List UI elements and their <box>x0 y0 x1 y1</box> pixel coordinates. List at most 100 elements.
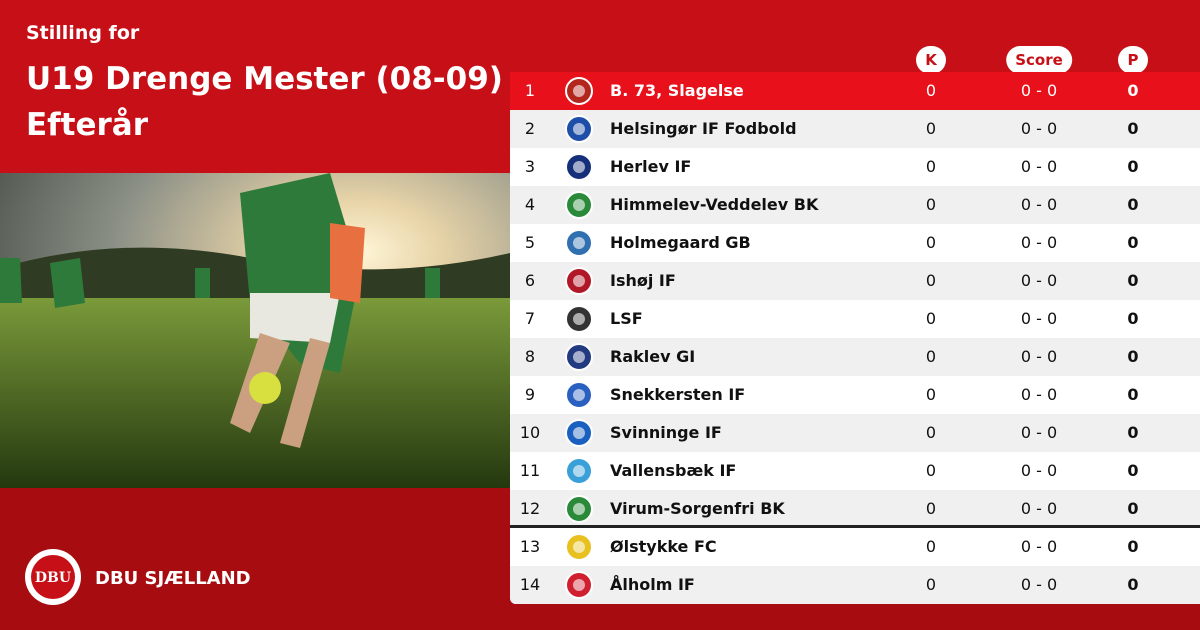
team-name: Svinninge IF <box>610 423 722 442</box>
table-row: 10 Svinninge IF 0 0 - 0 0 <box>510 414 1200 452</box>
table-row: 9 Snekkersten IF 0 0 - 0 0 <box>510 376 1200 414</box>
games: 0 <box>925 575 937 594</box>
table-row: 8 Raklev GI 0 0 - 0 0 <box>510 338 1200 376</box>
column-header: K <box>916 46 946 74</box>
rank: 7 <box>524 309 536 328</box>
team-name: Virum-Sorgenfri BK <box>610 499 785 518</box>
games: 0 <box>925 385 937 404</box>
team-badge <box>565 77 593 105</box>
rank: 2 <box>524 119 536 138</box>
score: 0 - 0 <box>1020 347 1058 366</box>
team-badge <box>565 115 593 143</box>
rank: 4 <box>524 195 536 214</box>
team-badge <box>565 457 593 485</box>
points: 0 <box>1127 461 1139 480</box>
team-name: Ølstykke FC <box>610 537 717 556</box>
score: 0 - 0 <box>1020 81 1058 100</box>
table-row: 6 Ishøj IF 0 0 - 0 0 <box>510 262 1200 300</box>
points: 0 <box>1127 499 1139 518</box>
points: 0 <box>1127 81 1139 100</box>
team-name: Snekkersten IF <box>610 385 746 404</box>
table-row: 14 Ålholm IF 0 0 - 0 0 <box>510 566 1200 604</box>
games: 0 <box>925 537 937 556</box>
points: 0 <box>1127 347 1139 366</box>
team-badge <box>565 381 593 409</box>
team-badge <box>565 153 593 181</box>
rank: 1 <box>524 81 536 100</box>
rank: 8 <box>524 347 536 366</box>
title-line: Efterår <box>26 107 149 143</box>
score: 0 - 0 <box>1020 499 1058 518</box>
team-name: LSF <box>610 309 643 328</box>
team-badge <box>565 343 593 371</box>
score: 0 - 0 <box>1020 575 1058 594</box>
team-badge <box>565 533 593 561</box>
team-badge <box>565 267 593 295</box>
points: 0 <box>1127 575 1139 594</box>
score: 0 - 0 <box>1020 537 1058 556</box>
score: 0 - 0 <box>1020 423 1058 442</box>
table-row: 2 Helsingør IF Fodbold 0 0 - 0 0 <box>510 110 1200 148</box>
points: 0 <box>1127 233 1139 252</box>
kicker: Stilling for <box>26 22 140 44</box>
points: 0 <box>1127 157 1139 176</box>
brand: DBU SJÆLLAND <box>95 568 251 589</box>
points: 0 <box>1127 537 1139 556</box>
team-badge <box>565 571 593 599</box>
standings-table: 1 B. 73, Slagelse 0 0 - 0 0 2 Helsingør IF Fod… <box>510 72 1200 604</box>
points: 0 <box>1127 119 1139 138</box>
rank: 10 <box>519 423 541 442</box>
rank: 12 <box>519 499 541 518</box>
games: 0 <box>925 347 937 366</box>
title: U19 Drenge Mester (08-09) Efterår <box>26 56 503 148</box>
score: 0 - 0 <box>1020 309 1058 328</box>
table-row: 3 Herlev IF 0 0 - 0 0 <box>510 148 1200 186</box>
table-row: 4 Himmelev-Veddelev BK 0 0 - 0 0 <box>510 186 1200 224</box>
team-name: Vallensbæk IF <box>610 461 737 480</box>
games: 0 <box>925 233 937 252</box>
team-name: Ålholm IF <box>610 575 695 594</box>
games: 0 <box>925 423 937 442</box>
points: 0 <box>1127 309 1139 328</box>
games: 0 <box>925 157 937 176</box>
rank: 14 <box>519 575 541 594</box>
points: 0 <box>1127 385 1139 404</box>
rank: 11 <box>519 461 541 480</box>
table-row: 5 Holmegaard GB 0 0 - 0 0 <box>510 224 1200 262</box>
table-row: 1 B. 73, Slagelse 0 0 - 0 0 <box>510 72 1200 110</box>
rank: 13 <box>519 537 541 556</box>
photo <box>0 173 510 488</box>
points: 0 <box>1127 195 1139 214</box>
team-name: Holmegaard GB <box>610 233 751 252</box>
score: 0 - 0 <box>1020 271 1058 290</box>
rank: 3 <box>524 157 536 176</box>
logo-text: DBU <box>35 570 71 586</box>
games: 0 <box>925 119 937 138</box>
column-header: P <box>1118 46 1148 74</box>
team-name: Helsingør IF Fodbold <box>610 119 797 138</box>
team-name: Herlev IF <box>610 157 692 176</box>
team-name: Raklev GI <box>610 347 696 366</box>
team-name: Ishøj IF <box>610 271 676 290</box>
score: 0 - 0 <box>1020 157 1058 176</box>
table-row: 11 Vallensbæk IF 0 0 - 0 0 <box>510 452 1200 490</box>
score: 0 - 0 <box>1020 195 1058 214</box>
games: 0 <box>925 461 937 480</box>
points: 0 <box>1127 423 1139 442</box>
team-badge <box>565 229 593 257</box>
games: 0 <box>925 499 937 518</box>
score: 0 - 0 <box>1020 119 1058 138</box>
team-badge <box>565 191 593 219</box>
team-badge <box>565 419 593 447</box>
team-badge <box>565 495 593 523</box>
games: 0 <box>925 195 937 214</box>
table-row: 12 Virum-Sorgenfri BK 0 0 - 0 0 <box>510 490 1200 528</box>
score: 0 - 0 <box>1020 385 1058 404</box>
games: 0 <box>925 271 937 290</box>
team-name: B. 73, Slagelse <box>610 81 744 100</box>
games: 0 <box>925 309 937 328</box>
table-row: 7 LSF 0 0 - 0 0 <box>510 300 1200 338</box>
rank: 5 <box>524 233 536 252</box>
score: 0 - 0 <box>1020 461 1058 480</box>
